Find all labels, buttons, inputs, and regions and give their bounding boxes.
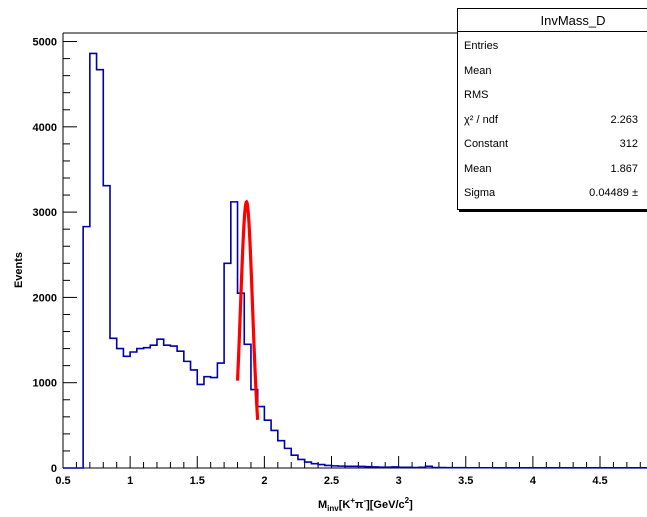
x-tick-label: 3	[396, 475, 402, 487]
y-axis-ticks: 0 1000 2000 3000 4000 5000	[33, 37, 77, 475]
stats-row-value: 2.263	[610, 113, 638, 126]
gaussian-fit-line	[235, 199, 260, 420]
x-axis-label: Minv[K+π-][GeV/c2]	[318, 496, 413, 513]
y-tick-label: 1000	[33, 378, 57, 390]
x-tick-label: 2.5	[324, 475, 339, 487]
stats-row-label: Mean	[464, 64, 492, 77]
y-tick-label: 3000	[33, 207, 57, 219]
stats-row-label: Sigma	[464, 187, 496, 199]
x-tick-label: 3.5	[458, 475, 473, 487]
stats-row: RMS	[458, 85, 647, 105]
stats-box-title: InvMass_D	[458, 9, 647, 32]
stats-row: Mean	[458, 61, 647, 81]
stats-row-value: 0.04489 ±	[589, 187, 638, 199]
stats-row-label: Mean	[464, 162, 492, 175]
stats-box: InvMass_D Entries Mean RMS χ² / ndf 2.263 Con…	[457, 8, 647, 210]
stats-row: χ² / ndf 2.263	[458, 110, 647, 130]
histogram-series-line	[63, 52, 647, 469]
x-tick-label: 2	[261, 475, 267, 487]
x-tick-label: 4.5	[592, 475, 607, 487]
y-tick-label: 5000	[33, 37, 57, 49]
stats-row-label: RMS	[464, 89, 489, 101]
stats-row: Sigma 0.04489 ±	[458, 183, 647, 203]
stats-row: Constant 312	[458, 134, 647, 154]
stats-row-label: Entries	[464, 40, 499, 52]
y-axis-label: Events	[13, 252, 25, 288]
y-tick-label: 4000	[33, 122, 57, 134]
stats-row-value: 312	[619, 138, 638, 150]
stats-row-label: Constant	[464, 138, 509, 150]
stats-row: Entries	[458, 36, 647, 56]
x-tick-label: 1	[127, 475, 133, 487]
y-tick-label: 0	[51, 463, 57, 475]
y-tick-label: 2000	[33, 292, 57, 304]
stats-row-label: χ² / ndf	[464, 113, 498, 126]
x-tick-label: 0.5	[55, 475, 70, 487]
x-tick-label: 1.5	[190, 475, 205, 487]
stats-row-value: 1.867	[610, 162, 638, 175]
x-tick-label: 4	[530, 475, 537, 487]
x-axis-ticks: 0.5 1 1.5 2 2.5 3 3.5 4 4.5	[55, 456, 641, 487]
stats-row: Mean 1.867	[458, 159, 647, 179]
